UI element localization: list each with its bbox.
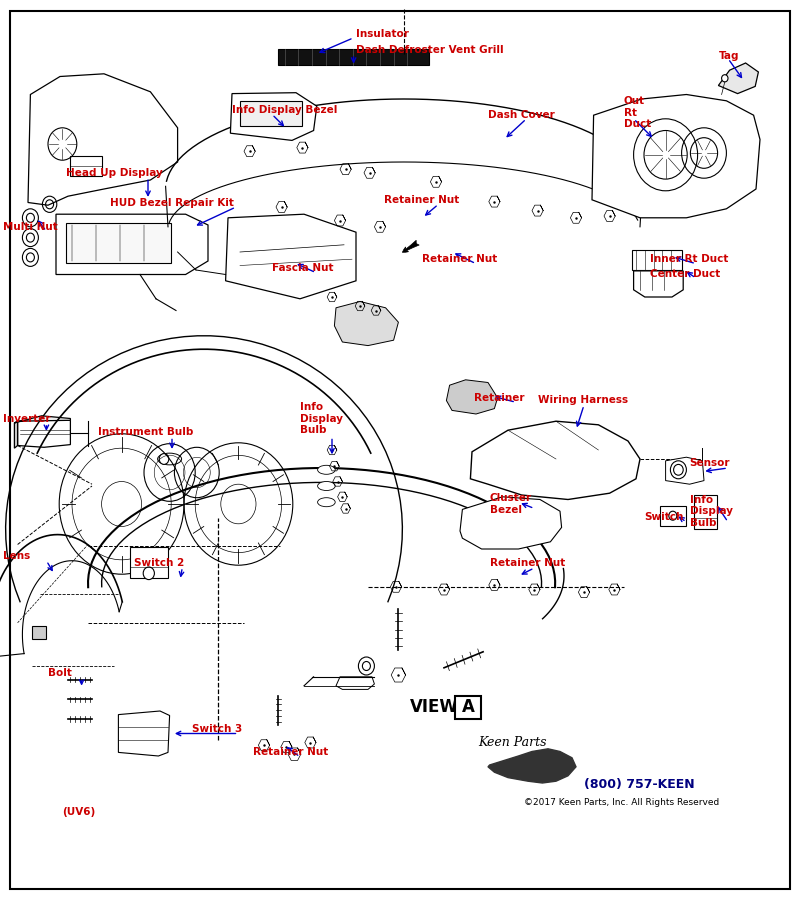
Text: Info
Display
Bulb: Info Display Bulb	[300, 402, 343, 435]
Polygon shape	[460, 497, 562, 549]
Polygon shape	[230, 93, 317, 140]
Bar	[130, 547, 168, 578]
Text: Retainer: Retainer	[474, 392, 524, 403]
Text: Info
Display
Bulb: Info Display Bulb	[690, 495, 733, 527]
Text: Out
Rt
Duct: Out Rt Duct	[624, 96, 651, 129]
Polygon shape	[334, 302, 398, 346]
Text: VIEW: VIEW	[410, 698, 459, 716]
Text: Insulator: Insulator	[356, 29, 409, 40]
Text: Retainer Nut: Retainer Nut	[384, 194, 459, 205]
Polygon shape	[718, 63, 758, 94]
Polygon shape	[336, 677, 374, 689]
Bar	[32, 626, 46, 639]
Text: Retainer Nut: Retainer Nut	[422, 254, 498, 265]
Circle shape	[159, 454, 169, 464]
Circle shape	[358, 657, 374, 675]
Text: Tag: Tag	[718, 50, 739, 61]
FancyBboxPatch shape	[455, 696, 481, 719]
Text: Fascia Nut: Fascia Nut	[272, 263, 334, 274]
Text: Sensor: Sensor	[690, 458, 730, 469]
Polygon shape	[118, 711, 170, 756]
Polygon shape	[14, 416, 70, 423]
Text: Switch 2: Switch 2	[134, 557, 185, 568]
Polygon shape	[470, 421, 640, 500]
Bar	[660, 506, 686, 526]
Polygon shape	[446, 380, 498, 414]
Polygon shape	[488, 749, 576, 783]
Polygon shape	[634, 271, 683, 297]
Text: (800) 757-KEEN: (800) 757-KEEN	[584, 778, 694, 791]
Text: Dash Defroster Vent Grill: Dash Defroster Vent Grill	[356, 45, 504, 56]
Text: Keen Parts: Keen Parts	[478, 736, 546, 749]
Text: Info Display Bezel: Info Display Bezel	[232, 104, 338, 115]
Text: Switch 3: Switch 3	[192, 724, 242, 734]
Bar	[632, 250, 682, 270]
Circle shape	[143, 567, 154, 580]
Ellipse shape	[318, 465, 335, 474]
Text: ©2017 Keen Parts, Inc. All Rights Reserved: ©2017 Keen Parts, Inc. All Rights Reserv…	[524, 798, 719, 807]
Text: Inverter: Inverter	[3, 413, 50, 424]
Bar	[240, 101, 302, 126]
Circle shape	[722, 75, 728, 82]
Bar	[694, 495, 717, 529]
Polygon shape	[666, 457, 704, 484]
Polygon shape	[56, 214, 208, 274]
Text: Instrument Bulb: Instrument Bulb	[98, 427, 193, 437]
Text: Dash Cover: Dash Cover	[488, 110, 554, 121]
Text: HUD Bezel Repair Kit: HUD Bezel Repair Kit	[110, 197, 234, 208]
Ellipse shape	[318, 498, 335, 507]
Bar	[278, 49, 429, 65]
Polygon shape	[28, 74, 178, 205]
Text: Multi Nut: Multi Nut	[3, 221, 58, 232]
Polygon shape	[18, 418, 70, 447]
Text: Bolt: Bolt	[48, 668, 72, 679]
Text: A: A	[462, 698, 474, 716]
Text: Cluster
Bezel: Cluster Bezel	[490, 493, 531, 515]
Text: Switch: Switch	[644, 512, 683, 523]
Ellipse shape	[318, 482, 335, 490]
Text: (UV6): (UV6)	[62, 806, 96, 817]
Text: Lens: Lens	[3, 551, 30, 562]
Ellipse shape	[158, 453, 182, 464]
Polygon shape	[14, 421, 18, 448]
Bar	[66, 223, 171, 263]
Polygon shape	[226, 214, 356, 299]
Text: Center Duct: Center Duct	[650, 268, 720, 279]
Text: Retainer Nut: Retainer Nut	[490, 558, 565, 569]
Text: Inner Rt Duct: Inner Rt Duct	[650, 254, 728, 265]
Polygon shape	[592, 94, 760, 218]
Bar	[70, 156, 102, 176]
Text: Head Up Display: Head Up Display	[66, 167, 162, 178]
Text: Wiring Harness: Wiring Harness	[538, 395, 628, 406]
Text: Retainer Nut: Retainer Nut	[253, 747, 328, 758]
